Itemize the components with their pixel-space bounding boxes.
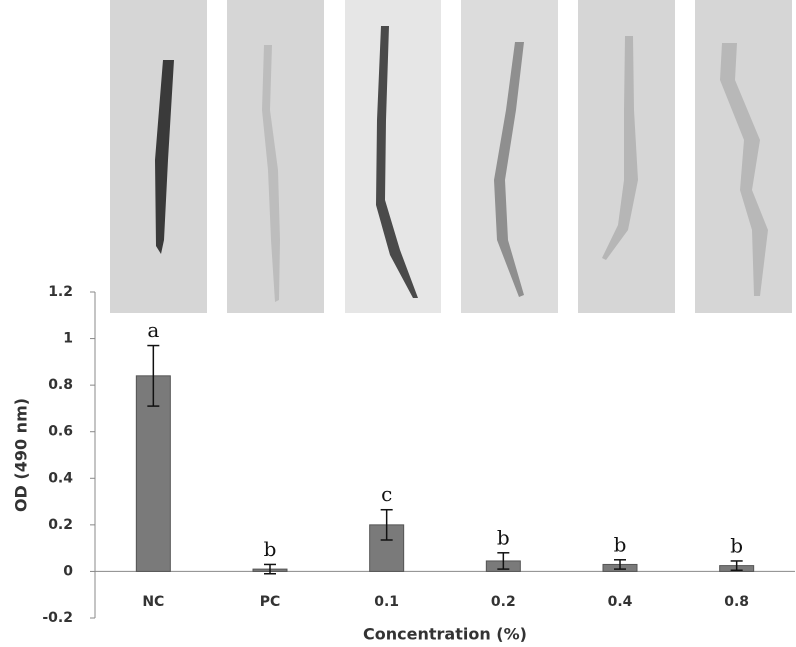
y-tick-label: 0: [63, 563, 73, 579]
root-images: [110, 0, 792, 313]
root: [494, 42, 524, 297]
x-tick-label: 0.8: [724, 594, 749, 610]
significance-letter: a: [147, 318, 159, 342]
significance-letter: b: [264, 537, 277, 561]
x-tick-label: 0.2: [491, 594, 516, 610]
significance-letter: b: [614, 532, 627, 556]
x-tick-label: 0.4: [608, 594, 633, 610]
y-tick-label: 0.2: [48, 517, 73, 533]
plot: -0.2 0 0.2 0.4 0.6 0.8 1 1.2 NC a PC b 0.1 c 0.2 b 0.4 b 0…: [42, 284, 795, 626]
significance-letter: b: [497, 525, 510, 549]
y-axis-label: OD (490 nm): [12, 398, 31, 512]
significance-letter: c: [381, 482, 392, 506]
root: [262, 45, 280, 302]
root: [720, 43, 768, 296]
root: [602, 36, 638, 260]
y-tick-label: 0.4: [48, 470, 73, 486]
y-tick-label: -0.2: [42, 610, 73, 626]
significance-letter: b: [730, 533, 743, 557]
y-tick-label: 1: [63, 331, 73, 347]
y-tick-label: 0.6: [48, 424, 73, 440]
root: [155, 60, 174, 254]
y-tick-label: 0.8: [48, 377, 73, 393]
image-panel: [345, 0, 441, 313]
root: [376, 26, 418, 298]
x-tick-label: NC: [142, 594, 164, 610]
y-tick-label: 1.2: [48, 284, 73, 300]
x-axis-label: Concentration (%): [363, 625, 527, 644]
x-tick-label: PC: [260, 594, 281, 610]
bar: [135, 375, 171, 572]
x-tick-label: 0.1: [374, 594, 399, 610]
